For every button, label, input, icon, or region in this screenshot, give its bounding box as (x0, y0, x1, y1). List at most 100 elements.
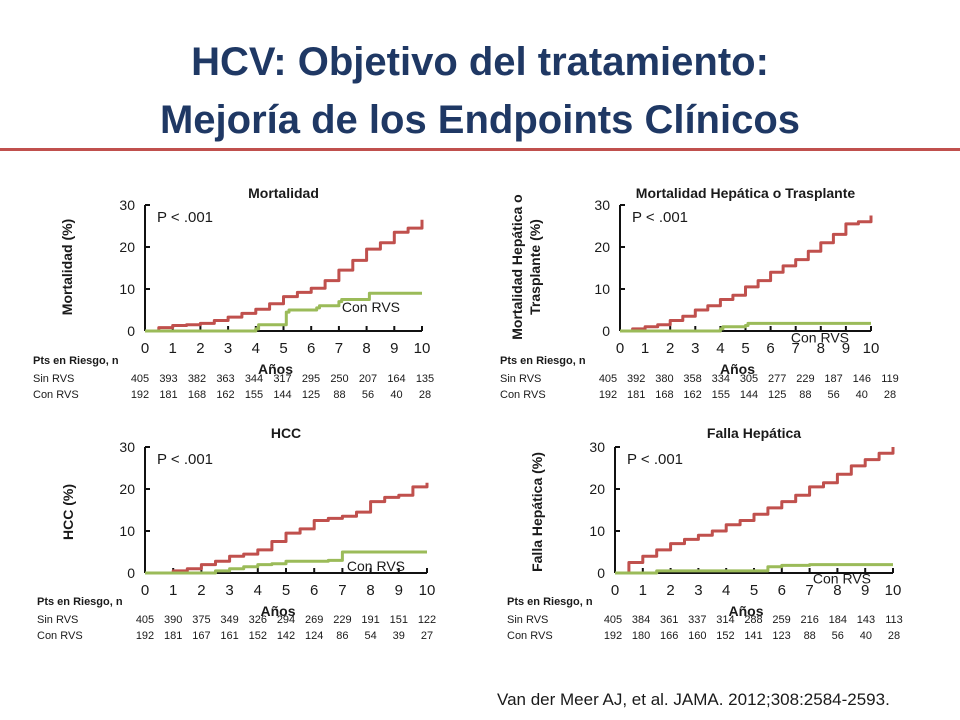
risk-value: 184 (829, 614, 847, 626)
p-value: P < .001 (157, 451, 213, 468)
citation: Van der Meer AJ, et al. JAMA. 2012;308:2… (497, 690, 890, 709)
x-tick-label: 8 (366, 582, 374, 599)
slide-title-line1: HCV: Objetivo del tratamiento: (191, 40, 769, 84)
risk-value: 40 (390, 389, 402, 401)
risk-value: 124 (305, 630, 323, 642)
series-label: Con RVS (813, 571, 871, 587)
risk-value: 363 (216, 373, 234, 385)
risk-value: 250 (330, 373, 348, 385)
x-tick-label: 6 (310, 582, 318, 599)
y-tick-label: 0 (127, 323, 135, 339)
x-tick-label: 4 (716, 340, 724, 357)
risk-value: 56 (832, 630, 844, 642)
risk-row-label: Con RVS (507, 630, 553, 642)
y-tick-label: 20 (589, 481, 605, 497)
risk-value: 144 (273, 389, 291, 401)
chart-falla-hepatica: Falla Hepática Falla Hepática (%) 0 10 20 30 0… (507, 425, 903, 642)
p-value: P < .001 (627, 451, 683, 468)
risk-value: 295 (302, 373, 320, 385)
risk-row-label: Con RVS (33, 389, 79, 401)
y-axis-label: Mortalidad Hepática o Trasplante (%) (509, 194, 543, 339)
risk-value: 88 (804, 630, 816, 642)
risk-value: 162 (216, 389, 234, 401)
x-tick-label: 7 (335, 340, 343, 357)
risk-row-label: Con RVS (500, 389, 546, 401)
risk-value: 40 (860, 630, 872, 642)
risk-table-header: Pts en Riesgo, n (500, 355, 586, 367)
risk-value: 380 (655, 373, 673, 385)
risk-value: 56 (362, 389, 374, 401)
y-axis-label-line: Mortalidad Hepática o (509, 194, 525, 339)
risk-value: 277 (768, 373, 786, 385)
y-axis-label: HCC (%) (60, 484, 76, 540)
risk-value: 141 (744, 630, 762, 642)
x-tick-label: 8 (833, 582, 841, 599)
risk-value: 28 (888, 630, 900, 642)
risk-value: 393 (159, 373, 177, 385)
x-tick-label: 6 (766, 340, 774, 357)
x-tick-label: 7 (792, 340, 800, 357)
risk-value: 192 (604, 630, 622, 642)
chart-title: Falla Hepática (707, 425, 801, 441)
series-label: Con RVS (347, 558, 405, 574)
x-tick-label: 1 (639, 582, 647, 599)
chart-title: Mortalidad Hepática o Trasplante (636, 185, 856, 201)
x-tick-label: 0 (141, 340, 149, 357)
series-line-con (620, 321, 871, 333)
series-line-con (615, 563, 893, 575)
risk-value: 164 (387, 373, 405, 385)
x-tick-label: 10 (414, 340, 431, 357)
x-tick-label: 9 (395, 582, 403, 599)
risk-row-label: Con RVS (37, 630, 83, 642)
x-tick-label: 5 (741, 340, 749, 357)
x-tick-label: 0 (611, 582, 619, 599)
risk-value: 392 (627, 373, 645, 385)
x-tick-label: 8 (362, 340, 370, 357)
risk-value: 28 (419, 389, 431, 401)
risk-value: 229 (796, 373, 814, 385)
risk-value: 167 (192, 630, 210, 642)
y-tick-label: 10 (594, 281, 610, 297)
x-tick-label: 2 (666, 340, 674, 357)
risk-row-label: Sin RVS (37, 614, 78, 626)
risk-value: 305 (740, 373, 758, 385)
chart-hcc: HCC HCC (%) 0 10 20 30 0 1 2 3 4 5 6 7 8 9 10 Años P < .00… (37, 425, 436, 642)
risk-row-label: Sin RVS (33, 373, 74, 385)
risk-value: 384 (632, 614, 650, 626)
risk-value: 344 (245, 373, 263, 385)
risk-value: 28 (884, 389, 896, 401)
risk-value: 56 (827, 389, 839, 401)
risk-value: 358 (683, 373, 701, 385)
y-tick-label: 20 (119, 481, 135, 497)
x-tick-label: 9 (390, 340, 398, 357)
risk-value: 192 (599, 389, 617, 401)
risk-value: 54 (364, 630, 376, 642)
risk-value: 294 (277, 614, 295, 626)
risk-value: 314 (716, 614, 734, 626)
risk-value: 405 (136, 614, 154, 626)
risk-value: 259 (772, 614, 790, 626)
x-tick-label: 7 (805, 582, 813, 599)
risk-value: 375 (192, 614, 210, 626)
series-label: Con RVS (342, 299, 400, 315)
series-line-con (145, 550, 427, 575)
risk-value: 122 (418, 614, 436, 626)
x-axis-label: Años (720, 361, 755, 377)
risk-value: 161 (220, 630, 238, 642)
risk-value: 142 (277, 630, 295, 642)
risk-value: 326 (249, 614, 267, 626)
x-tick-label: 1 (169, 340, 177, 357)
risk-table-header: Pts en Riesgo, n (33, 355, 119, 367)
x-tick-label: 6 (778, 582, 786, 599)
risk-value: 168 (655, 389, 673, 401)
x-tick-label: 2 (196, 340, 204, 357)
series-line-sin (145, 482, 429, 575)
y-tick-label: 10 (119, 281, 135, 297)
x-tick-label: 3 (224, 340, 232, 357)
x-axis-label: Años (258, 361, 293, 377)
x-tick-label: 2 (666, 582, 674, 599)
risk-value: 168 (188, 389, 206, 401)
risk-value: 405 (599, 373, 617, 385)
slide-title-line2: Mejoría de los Endpoints Clínicos (159, 98, 801, 142)
